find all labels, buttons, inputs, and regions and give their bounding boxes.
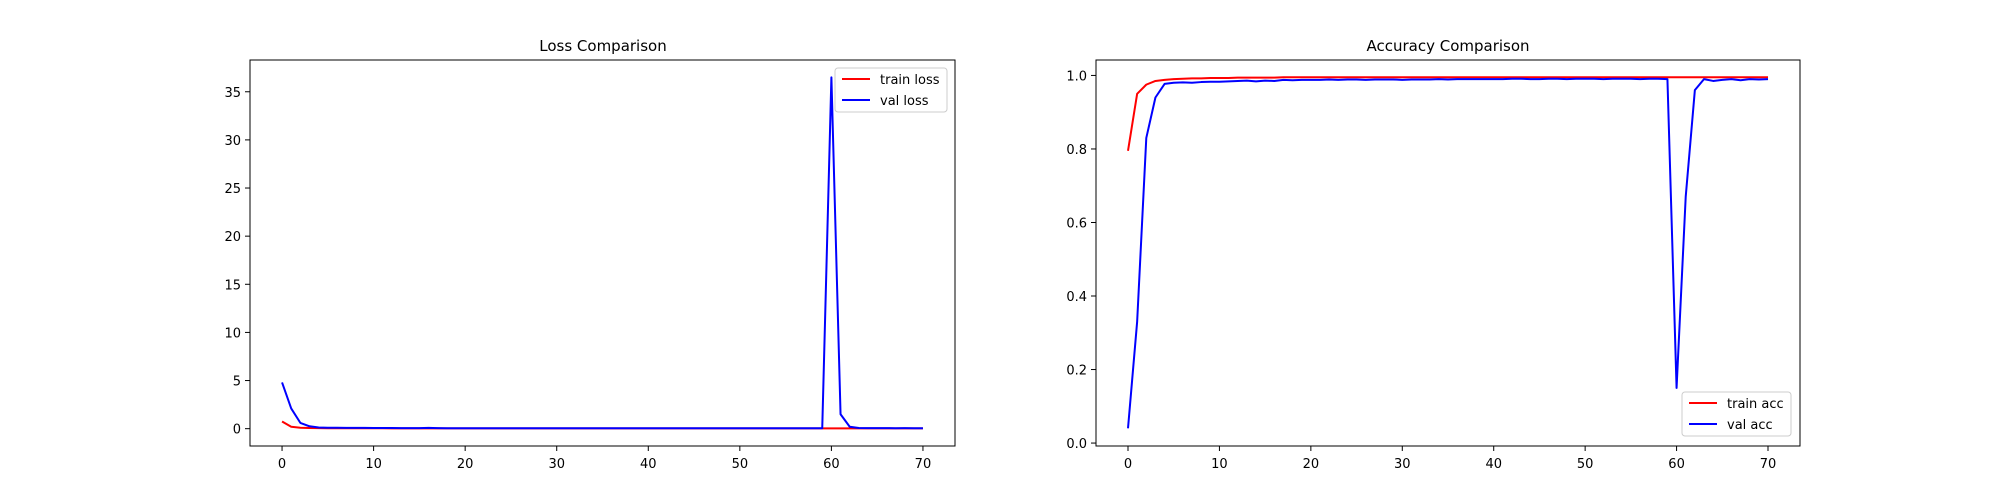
accuracy-legend-label: val acc: [1727, 418, 1773, 433]
loss-chart-title: Loss Comparison: [539, 37, 666, 55]
loss-y-tick-label: 20: [224, 230, 241, 245]
loss-legend-label: train loss: [880, 73, 940, 88]
loss-x-tick-label: 30: [548, 457, 565, 472]
accuracy-line-train-acc: [1127, 76, 1768, 151]
loss-x-tick-label: 0: [278, 457, 286, 472]
accuracy-x-tick-label: 10: [1211, 457, 1228, 472]
loss-x-tick-label: 50: [732, 457, 749, 472]
accuracy-x-tick-label: 0: [1124, 457, 1132, 472]
loss-y-tick-label: 35: [224, 86, 241, 101]
loss-y-tick-label: 10: [224, 326, 241, 341]
accuracy-plot-frame: [1095, 59, 1801, 447]
loss-legend: train loss val loss: [834, 67, 948, 113]
accuracy-y-tick-label: 0.2: [1066, 364, 1087, 379]
accuracy-x-tick-label: 20: [1303, 457, 1320, 472]
accuracy-y-tick-label: 0.8: [1066, 143, 1087, 158]
loss-y-tick-label: 30: [224, 134, 241, 149]
loss-legend-label: val loss: [880, 94, 929, 109]
loss-y-tick-label: 25: [224, 182, 241, 197]
loss-y-tick-label: 15: [224, 278, 241, 293]
accuracy-x-tick-label: 50: [1577, 457, 1594, 472]
loss-series-group: [281, 76, 923, 430]
accuracy-x-tick-label: 40: [1485, 457, 1502, 472]
accuracy-series-group: [1127, 76, 1769, 429]
accuracy-legend-label: train acc: [1727, 397, 1784, 412]
loss-x-tick-label: 20: [457, 457, 474, 472]
loss-x-tick-label: 10: [365, 457, 382, 472]
loss-plot-frame: [249, 59, 956, 447]
accuracy-legend: train acc val acc: [1681, 391, 1792, 437]
accuracy-x-tick-label: 30: [1394, 457, 1411, 472]
accuracy-y-tick-label: 0.6: [1066, 216, 1087, 231]
accuracy-x-tick-label: 60: [1668, 457, 1685, 472]
accuracy-chart: Accuracy Comparison 0 10 20 30 40 50 60 70 0.0 0.…: [1066, 37, 1801, 472]
loss-chart: Loss Comparison 0 10 20 30 40 50 60 70 0 5 10 15 20 2…: [224, 37, 956, 472]
accuracy-x-tick-label: 70: [1760, 457, 1777, 472]
accuracy-y-tick-label: 1.0: [1066, 69, 1087, 84]
accuracy-line-val-acc: [1127, 77, 1769, 429]
loss-x-tick-label: 40: [640, 457, 657, 472]
loss-x-tick-label: 70: [915, 457, 932, 472]
accuracy-y-tick-label: 0.4: [1066, 290, 1087, 305]
accuracy-y-tick-label: 0.0: [1066, 437, 1087, 452]
loss-y-tick-label: 5: [233, 375, 241, 390]
loss-line-val-loss: [281, 76, 923, 430]
loss-x-tick-label: 60: [823, 457, 840, 472]
loss-y-tick-label: 0: [233, 423, 241, 438]
accuracy-chart-title: Accuracy Comparison: [1366, 37, 1529, 55]
